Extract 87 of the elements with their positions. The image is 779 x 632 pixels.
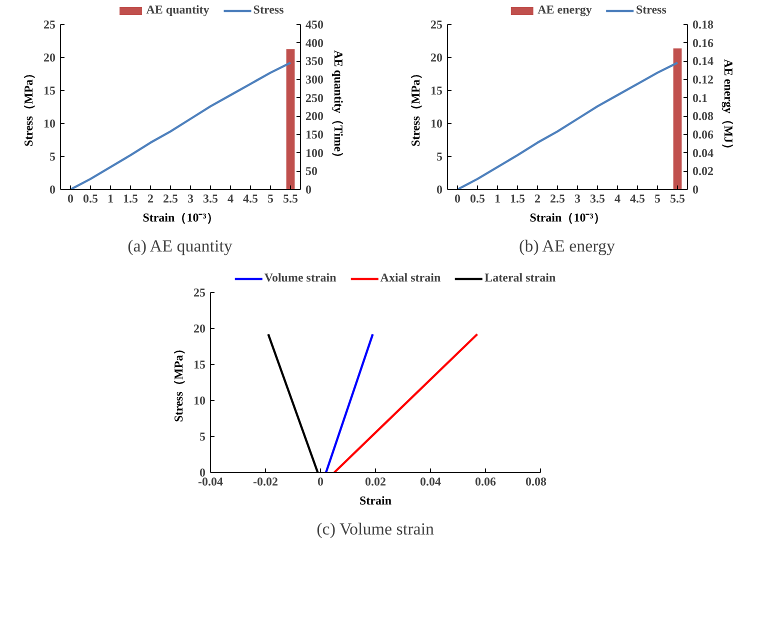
legend-label: AE quantity xyxy=(146,2,210,18)
x-tick-label: 0.06 xyxy=(475,474,496,488)
y-tick-label: 20 xyxy=(430,50,442,64)
text: (a) AE quantity xyxy=(128,236,233,256)
y-tick-label: 20 xyxy=(194,322,206,336)
y2-axis-title: AE energy（MJ） xyxy=(722,59,736,155)
legend-label: Stress xyxy=(253,2,284,18)
y2-tick-label: 0.04 xyxy=(692,146,714,160)
legend-label: Lateral strain xyxy=(484,270,556,286)
x-tick-label: 2 xyxy=(148,192,154,206)
x-tick-label: 2 xyxy=(534,192,540,206)
y-tick-label: 10 xyxy=(44,116,56,130)
x-tick-label: 5 xyxy=(268,192,274,206)
x-tick-label: 3.5 xyxy=(590,192,605,206)
y-tick-label: 0 xyxy=(436,182,442,196)
x-tick-label: 0.08 xyxy=(526,474,546,488)
y-axis-title: Stress（MPa） xyxy=(172,342,186,422)
y-tick-label: 25 xyxy=(44,18,56,32)
x-tick-label: 0.5 xyxy=(83,192,98,206)
y-tick-label: 25 xyxy=(194,286,206,300)
x-tick-label: 5.5 xyxy=(670,192,685,206)
x-tick-label: 4 xyxy=(614,192,620,206)
line-series xyxy=(69,62,292,190)
x-tick-label: 0.5 xyxy=(470,192,485,206)
x-tick-label: 3.5 xyxy=(203,192,218,206)
legend-label: Volume strain xyxy=(264,270,336,286)
x-tick-label: 4 xyxy=(228,192,234,206)
y2-tick-label: 0.02 xyxy=(692,164,714,178)
y2-tick-label: 450 xyxy=(306,18,324,32)
y-tick-label: 25 xyxy=(430,18,442,32)
line-series xyxy=(456,62,679,190)
text: (c) Volume strain xyxy=(316,520,435,538)
x-tick-label: 0.02 xyxy=(365,474,386,488)
y-tick-label: 5 xyxy=(200,430,206,444)
y2-tick-label: 0.1 xyxy=(692,90,708,105)
legend-label: Axial strain xyxy=(380,270,441,286)
y2-tick-label: 0.08 xyxy=(692,109,714,124)
y2-tick-label: 300 xyxy=(306,72,324,86)
y-axis-title: Stress（MPa） xyxy=(408,67,422,147)
x-tick-label: 3 xyxy=(574,192,580,206)
y2-tick-label: 0 xyxy=(306,182,312,196)
x-tick-label: 0 xyxy=(318,474,324,488)
x-tick-label: 1.5 xyxy=(510,192,525,206)
x-tick-label: 4.5 xyxy=(243,192,258,206)
y2-tick-label: 400 xyxy=(306,36,324,50)
y-tick-label: 10 xyxy=(194,394,206,408)
x-tick-label: 5.5 xyxy=(283,192,298,206)
y2-axis-title: AE quantity（Time） xyxy=(332,50,346,164)
x-tick-label: 1 xyxy=(108,192,114,206)
x-tick-label: 5 xyxy=(654,192,660,206)
x-tick-label: 1 xyxy=(494,192,500,206)
y2-tick-label: 0.12 xyxy=(692,72,714,86)
x-tick-label: -0.02 xyxy=(253,474,278,488)
y-tick-label: 20 xyxy=(44,50,56,64)
y2-tick-label: 0.14 xyxy=(692,54,714,68)
y-tick-label: 0 xyxy=(50,182,56,196)
text: (b) AE energy xyxy=(519,236,616,256)
x-tick-label: 2.5 xyxy=(550,192,565,206)
x-tick-label: 0.04 xyxy=(420,474,441,488)
legend-label: Stress xyxy=(636,2,666,18)
legend-label: AE energy xyxy=(538,2,592,18)
y2-tick-label: 0 xyxy=(692,182,698,196)
y2-tick-label: 0.06 xyxy=(692,128,714,142)
x-axis-title: Strain（10⁻³） xyxy=(530,210,606,224)
y2-tick-label: 0.16 xyxy=(692,36,714,50)
y-tick-label: 15 xyxy=(430,84,442,98)
y-tick-label: 15 xyxy=(194,358,206,372)
x-tick-label: 1.5 xyxy=(123,192,138,206)
x-tick-label: 0 xyxy=(68,192,74,206)
x-tick-label: 4.5 xyxy=(630,192,645,206)
y-tick-label: 15 xyxy=(44,84,56,98)
y2-tick-label: 150 xyxy=(306,128,324,142)
y-tick-label: 10 xyxy=(430,116,442,130)
y2-tick-label: 250 xyxy=(306,90,324,105)
y2-tick-label: 350 xyxy=(306,54,324,68)
y2-tick-label: 100 xyxy=(306,146,324,160)
x-tick-label: 3 xyxy=(188,192,194,206)
x-axis-title: Strain（10⁻³） xyxy=(142,210,218,224)
y2-tick-label: 50 xyxy=(306,164,318,178)
x-tick-label: 2.5 xyxy=(163,192,178,206)
y-axis-title: Stress（MPa） xyxy=(22,67,36,147)
y2-tick-label: 0.18 xyxy=(692,18,714,32)
y-tick-label: 5 xyxy=(50,150,56,164)
x-tick-label: 0 xyxy=(454,192,460,206)
y2-tick-label: 200 xyxy=(306,109,324,124)
x-axis-title: Strain xyxy=(360,494,392,508)
y-tick-label: 5 xyxy=(436,150,442,164)
